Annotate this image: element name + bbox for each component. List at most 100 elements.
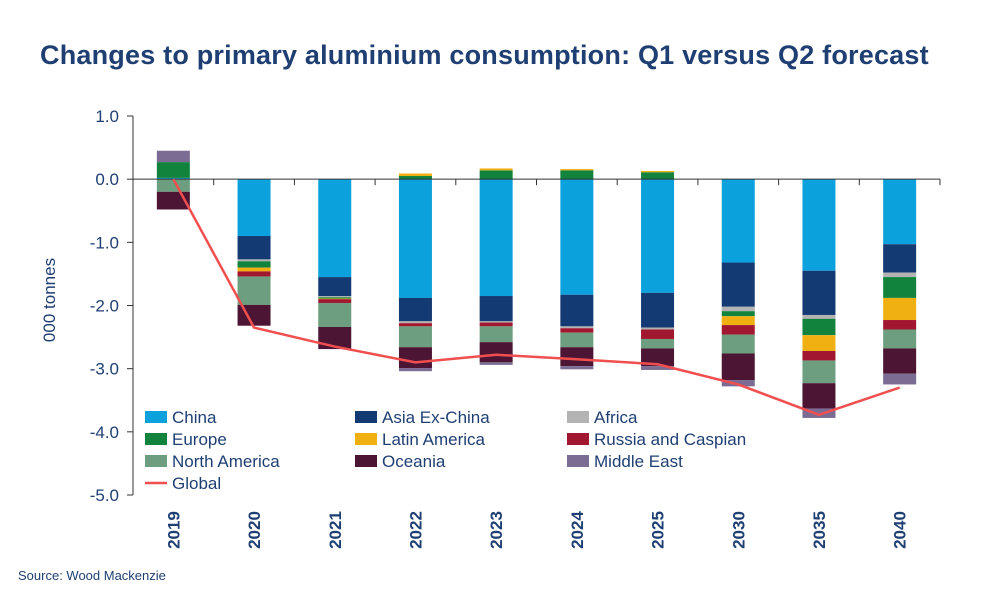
x-category-label: 2025	[649, 511, 668, 549]
bar-latin-america-2021	[318, 298, 352, 300]
bar-middle-east-2019	[156, 150, 190, 163]
bar-middle-east-2040	[883, 373, 917, 385]
bar-asia-ex-china-2024	[560, 294, 594, 327]
bar-oceania-2025	[641, 348, 675, 367]
legend-swatch-oceania	[355, 455, 377, 467]
bar-latin-america-2040	[883, 297, 917, 321]
chart-title: Changes to primary aluminium consumption…	[40, 40, 929, 70]
bar-latin-america-2030	[721, 316, 755, 326]
bar-russia-and-caspian-2025	[641, 329, 675, 339]
bar-africa-2023	[479, 321, 513, 323]
bar-europe-2035	[802, 318, 836, 336]
y-tick-label: -3.0	[90, 360, 119, 379]
legend-swatch-russia-and-caspian	[567, 433, 589, 445]
bar-europe-2024	[560, 170, 594, 180]
bar-latin-america-2023	[479, 168, 513, 171]
bar-north-america-2040	[883, 329, 917, 349]
bars-layer	[156, 150, 917, 418]
bar-china-2022	[398, 179, 432, 298]
bar-africa-2040	[883, 272, 917, 278]
x-category-label: 2023	[487, 511, 506, 549]
x-category-label: 2021	[326, 511, 345, 549]
bar-europe-2021	[318, 297, 352, 299]
bar-north-america-2019	[156, 179, 190, 192]
bar-middle-east-2024	[560, 366, 594, 370]
bar-china-2040	[883, 179, 917, 245]
bar-north-america-2024	[560, 332, 594, 348]
legend-label-africa: Africa	[594, 408, 638, 427]
bar-russia-and-caspian-2021	[318, 299, 352, 303]
bar-china-2025	[641, 179, 675, 293]
legend-swatch-china	[145, 411, 167, 423]
bar-asia-ex-china-2030	[721, 262, 755, 307]
bar-middle-east-2035	[802, 408, 836, 418]
bar-oceania-2030	[721, 353, 755, 381]
axes-layer: 1.0 0.0 -1.0 -2.0 -3.0 -4.0 -5.0 2019 2020 2021 20…	[90, 107, 941, 549]
bar-russia-and-caspian-2040	[883, 320, 917, 330]
bar-russia-and-caspian-2035	[802, 350, 836, 361]
bar-russia-and-caspian-2023	[479, 322, 513, 327]
x-category-label: 2035	[810, 511, 829, 549]
bar-africa-2035	[802, 314, 836, 319]
legend-label-asia-ex-china: Asia Ex-China	[382, 408, 490, 427]
bar-north-america-2030	[721, 334, 755, 354]
y-tick-label: -2.0	[90, 297, 119, 316]
y-tick-label: -1.0	[90, 233, 119, 252]
bar-europe-2040	[883, 277, 917, 298]
legend-label-global: Global	[172, 474, 221, 493]
bar-russia-and-caspian-2030	[721, 325, 755, 335]
legend-swatch-europe	[145, 433, 167, 445]
x-category-label: 2040	[891, 511, 910, 549]
legend-label-china: China	[172, 408, 217, 427]
bar-china-2035	[802, 179, 836, 271]
legend-label-oceania: Oceania	[382, 452, 446, 471]
x-category-label: 2030	[729, 511, 748, 549]
bar-russia-and-caspian-2022	[398, 323, 432, 327]
bar-middle-east-2023	[479, 362, 513, 365]
x-category-label: 2022	[406, 511, 425, 549]
bar-north-america-2022	[398, 326, 432, 348]
legend-swatch-asia-ex-china	[355, 411, 377, 423]
bar-north-america-2035	[802, 360, 836, 384]
bar-europe-2030	[721, 311, 755, 317]
global-line-layer	[172, 178, 901, 417]
source-note: Source: Wood Mackenzie	[18, 568, 166, 583]
bar-north-america-2025	[641, 338, 675, 349]
bar-north-america-2020	[237, 276, 271, 305]
legend-swatch-latin-america	[355, 433, 377, 445]
y-tick-label: 1.0	[95, 107, 119, 126]
bar-north-america-2023	[479, 326, 513, 343]
bar-europe-2022	[398, 176, 432, 180]
y-tick-label: -5.0	[90, 486, 119, 505]
bar-asia-ex-china-2021	[318, 277, 352, 297]
x-category-label: 2024	[568, 511, 587, 549]
bar-latin-america-2024	[560, 169, 594, 171]
bar-china-2020	[237, 179, 271, 237]
bar-oceania-2023	[479, 342, 513, 363]
bar-africa-2022	[398, 321, 432, 324]
legend: China Asia Ex-China Africa Europe Latin Amer…	[145, 408, 746, 493]
bar-europe-2025	[641, 172, 675, 180]
legend-label-latin-america: Latin America	[382, 430, 486, 449]
bar-oceania-2022	[398, 347, 432, 369]
bar-china-2023	[479, 179, 513, 297]
bar-russia-and-caspian-2024	[560, 328, 594, 333]
bar-china-2021	[318, 179, 352, 278]
y-axis-title: 000 tonnes	[40, 258, 59, 342]
bar-asia-ex-china-2025	[641, 292, 675, 328]
bar-latin-america-2025	[641, 170, 675, 173]
legend-swatch-middle-east	[567, 455, 589, 467]
bar-oceania-2024	[560, 347, 594, 367]
bar-asia-ex-china-2022	[398, 297, 432, 322]
legend-label-europe: Europe	[172, 430, 227, 449]
bar-china-2030	[721, 179, 755, 263]
x-category-label: 2020	[245, 511, 264, 549]
bar-oceania-2040	[883, 348, 917, 374]
bar-asia-ex-china-2035	[802, 270, 836, 315]
legend-label-north-america: North America	[172, 452, 280, 471]
bar-africa-2020	[237, 259, 271, 262]
bar-north-america-2021	[318, 302, 352, 327]
bar-africa-2024	[560, 326, 594, 329]
bar-africa-2025	[641, 327, 675, 330]
